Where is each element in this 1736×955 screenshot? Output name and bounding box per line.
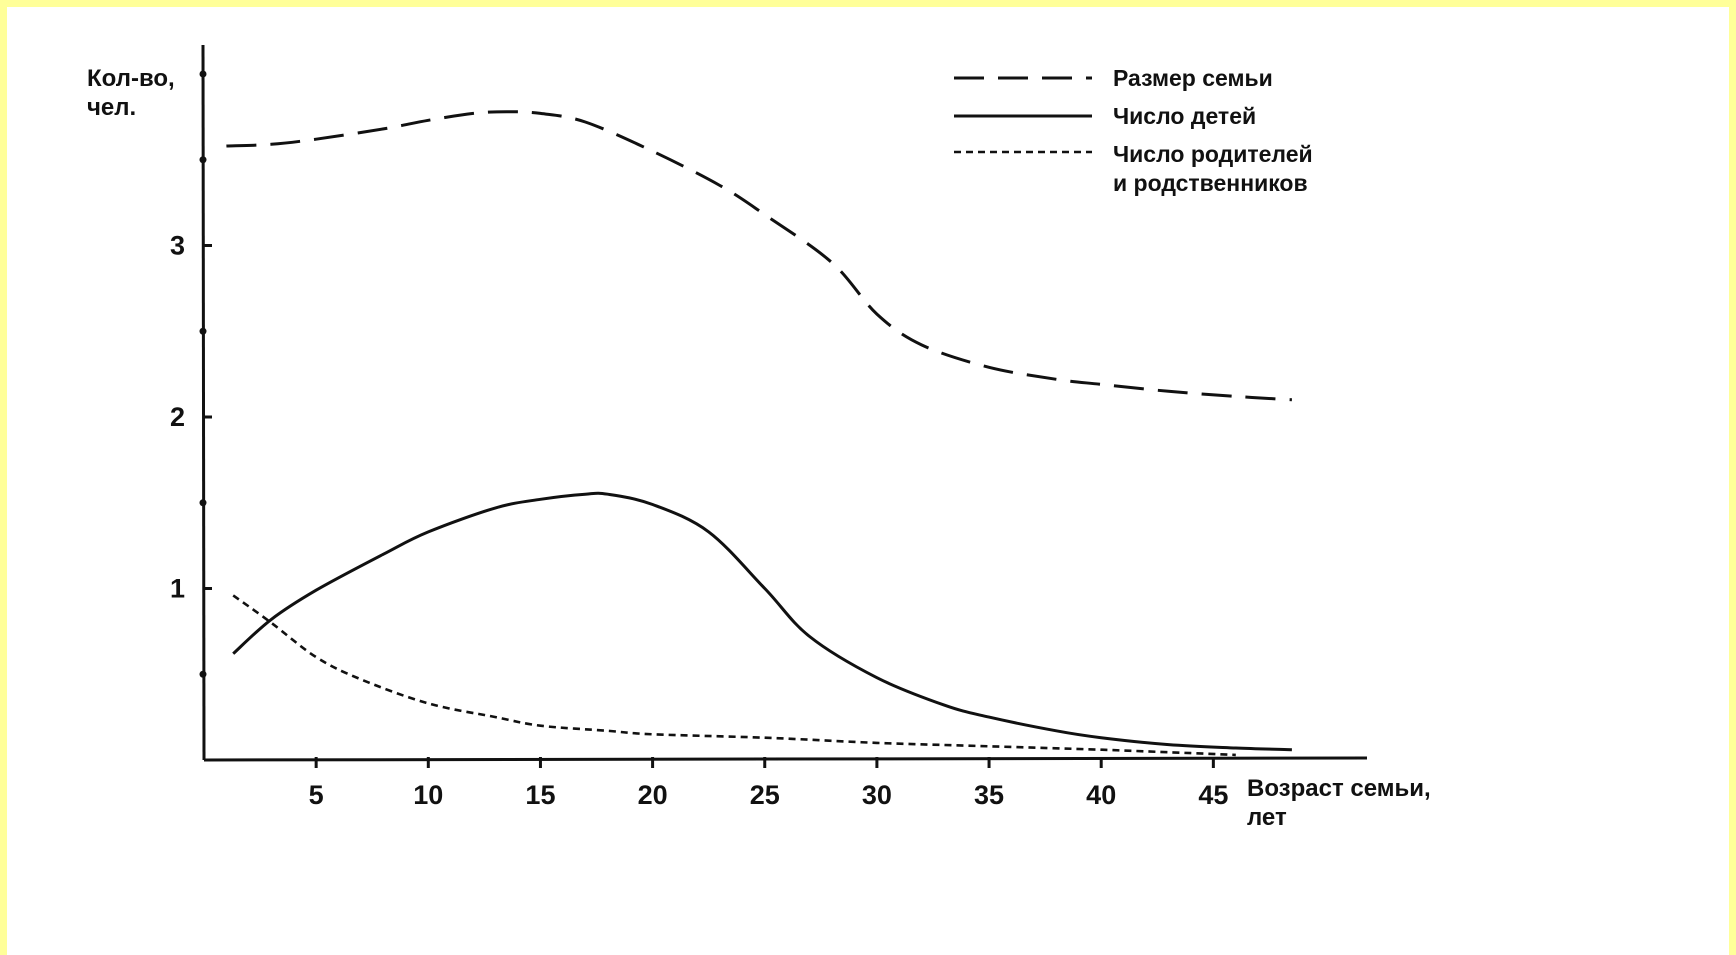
x-tick-label: 30 bbox=[862, 780, 892, 810]
axis-labels: Кол-во,чел. Возраст семьи,лет bbox=[87, 65, 1431, 831]
y-tick-label: 1 bbox=[170, 574, 185, 604]
series-layer bbox=[226, 110, 1292, 757]
legend-item-children: Число детей bbox=[954, 103, 1256, 129]
y-minor-tick bbox=[199, 670, 207, 678]
series-parents-relatives-line bbox=[232, 594, 1236, 757]
x-tick-label: 25 bbox=[750, 780, 780, 810]
x-tick-label: 35 bbox=[974, 780, 1004, 810]
line-chart: 5 10 15 20 25 30 35 40 45 1 2 3 Размер семьи Число д… bbox=[87, 44, 1431, 831]
x-tick-label: 15 bbox=[525, 780, 555, 810]
legend: Размер семьи Число детей Число родителей и … bbox=[954, 65, 1313, 196]
y-tick-label: 2 bbox=[170, 402, 185, 432]
x-tick-label: 45 bbox=[1198, 780, 1228, 810]
chart-frame: 5 10 15 20 25 30 35 40 45 1 2 3 Размер семьи Число д… bbox=[7, 7, 1729, 955]
x-axis-label: Возраст семьи, bbox=[1247, 775, 1431, 802]
x-axis-label: лет bbox=[1247, 804, 1287, 831]
legend-label: Число родителей bbox=[1113, 141, 1313, 167]
legend-item-family-size: Размер семьи bbox=[954, 65, 1273, 91]
y-minor-tick bbox=[199, 499, 207, 507]
y-axis-line bbox=[201, 44, 206, 761]
y-tick-label: 3 bbox=[170, 231, 185, 261]
x-tick-label: 40 bbox=[1086, 780, 1116, 810]
series-family-size-line bbox=[226, 110, 1292, 402]
y-minor-tick bbox=[199, 70, 207, 78]
legend-label: Размер семьи bbox=[1113, 65, 1273, 91]
x-tick-label: 10 bbox=[413, 780, 443, 810]
y-minor-tick bbox=[199, 327, 207, 335]
x-tick-label: 20 bbox=[638, 780, 668, 810]
x-axis-line bbox=[203, 756, 1368, 762]
axes: 5 10 15 20 25 30 35 40 45 1 2 3 bbox=[170, 44, 1368, 810]
series-children-line bbox=[232, 491, 1292, 752]
legend-item-parents-relatives: Число родителей и родственников bbox=[954, 141, 1313, 196]
x-tick-label: 5 bbox=[309, 780, 324, 810]
y-axis-label: чел. bbox=[87, 94, 136, 121]
y-axis-label: Кол-во, bbox=[87, 65, 175, 92]
legend-label: и родственников bbox=[1113, 170, 1308, 196]
y-minor-tick bbox=[199, 156, 207, 164]
legend-label: Число детей bbox=[1113, 103, 1256, 129]
